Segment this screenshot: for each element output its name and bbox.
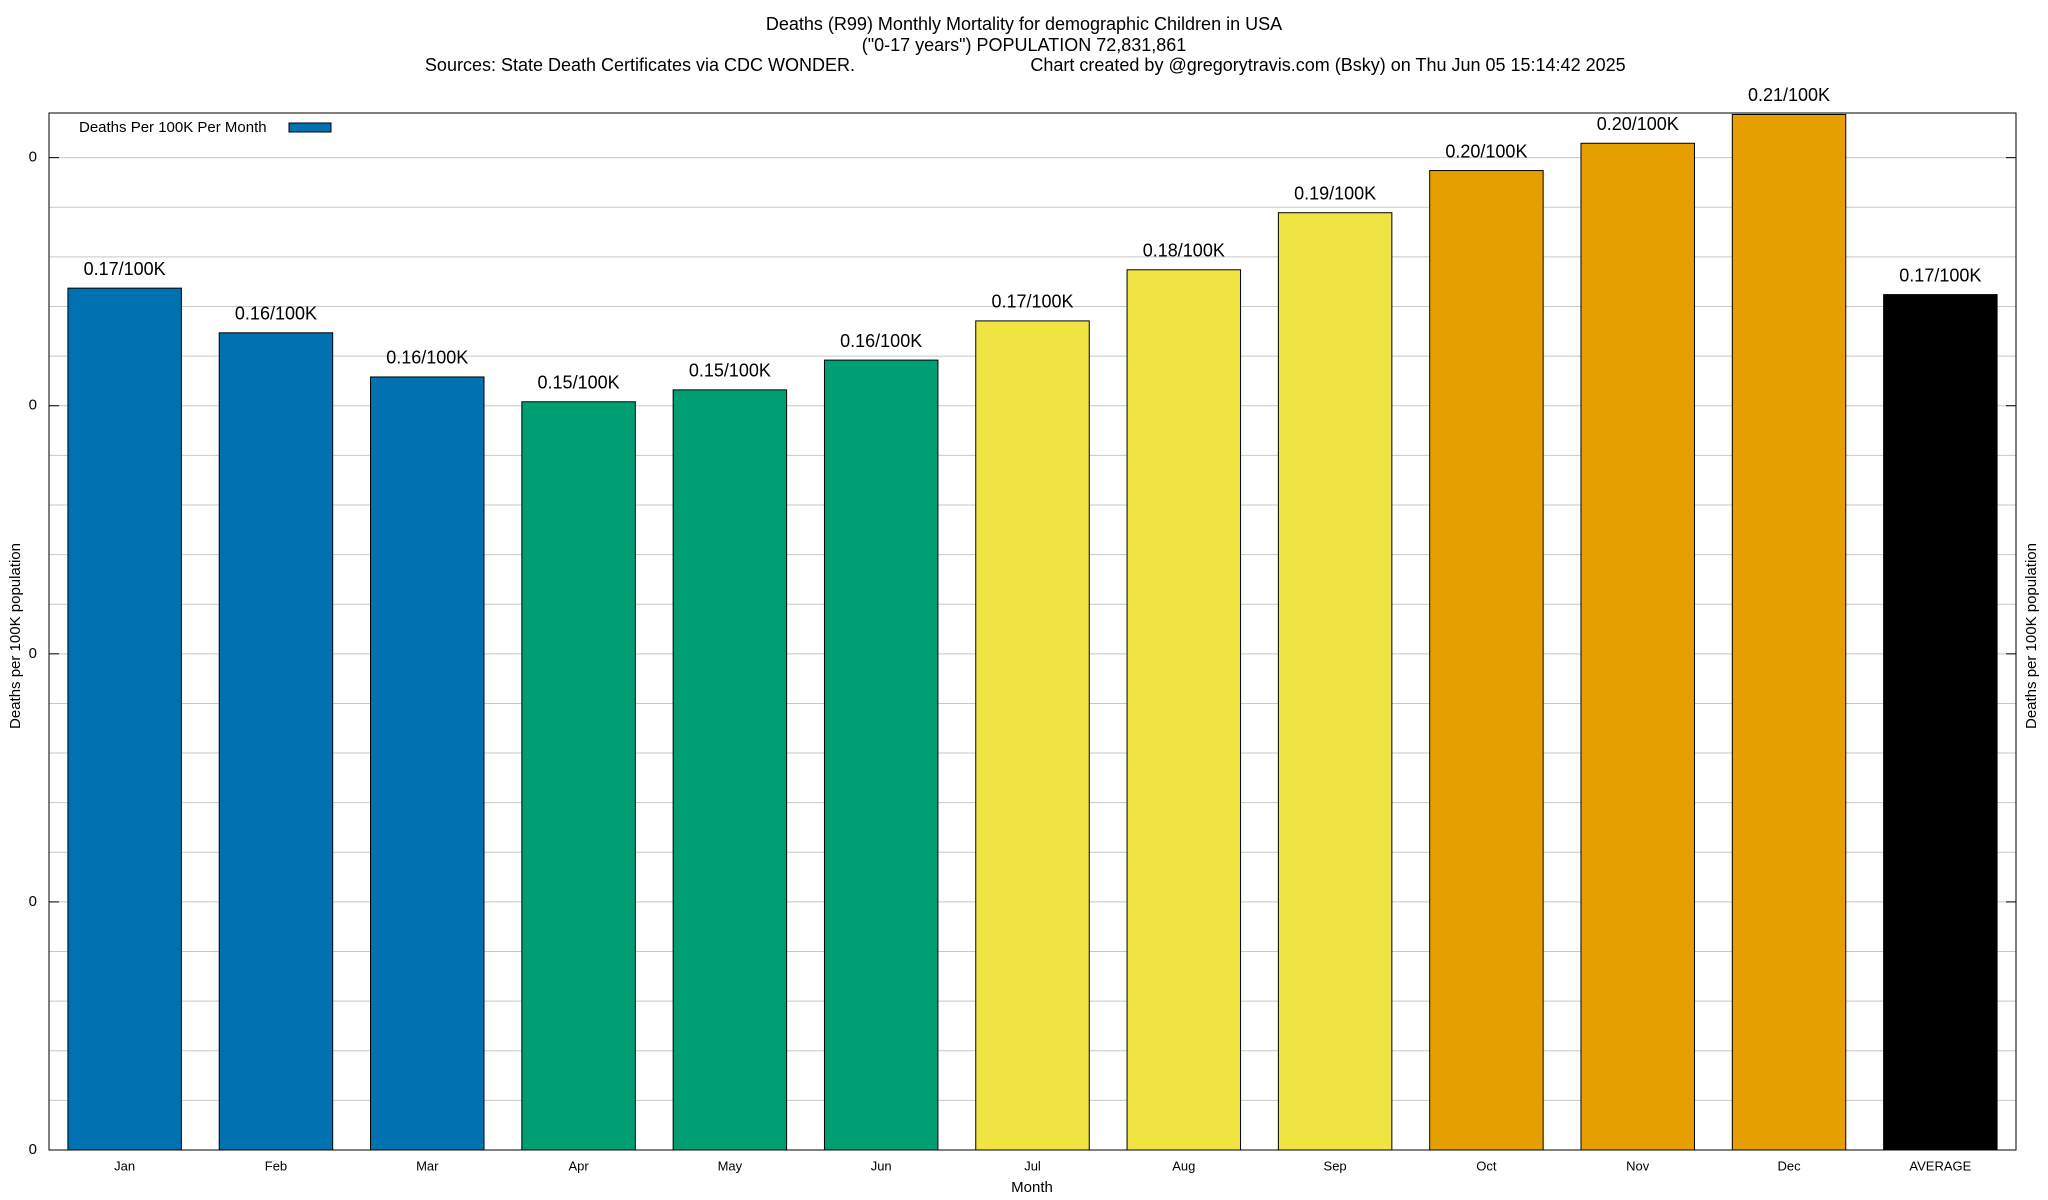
value-label: 0.17/100K [84, 259, 166, 279]
x-tick-label: Feb [265, 1158, 287, 1173]
x-tick-label: Sep [1324, 1158, 1347, 1173]
legend-swatch [288, 122, 332, 133]
value-label: 0.21/100K [1748, 85, 1830, 105]
chart-title: Deaths (R99) Monthly Mortality for demog… [766, 14, 1282, 34]
credit: Chart created by @gregorytravis.com (Bsk… [1030, 55, 1625, 75]
x-tick-label: Aug [1172, 1158, 1195, 1173]
x-tick-label: Jun [871, 1158, 892, 1173]
value-label: 0.17/100K [991, 292, 1073, 312]
bar [1277, 212, 1393, 1151]
value-label: 0.16/100K [386, 348, 468, 368]
bar [672, 389, 788, 1151]
bar [1580, 142, 1695, 1151]
chart-subtitle: ("0-17 years") POPULATION 72,831,861 [862, 35, 1187, 55]
bar [1883, 294, 1998, 1151]
x-tick-label: AVERAGE [1909, 1158, 1971, 1173]
value-label: 0.19/100K [1294, 183, 1376, 203]
x-tick-label: Jul [1024, 1158, 1041, 1173]
y-tick-label: 0 [29, 893, 37, 910]
value-label: 0.20/100K [1445, 141, 1527, 161]
x-tick-label: Nov [1626, 1158, 1650, 1173]
x-tick-label: Mar [416, 1158, 439, 1173]
x-tick-label: May [718, 1158, 743, 1173]
x-axis-label: Month [1011, 1179, 1053, 1196]
x-tick-label: Jan [114, 1158, 135, 1173]
bar [370, 376, 485, 1151]
value-label: 0.17/100K [1899, 265, 1981, 285]
source: Sources: State Death Certificates via CD… [425, 55, 855, 75]
bar [67, 287, 182, 1151]
legend-label: Deaths Per 100K Per Month [79, 119, 267, 136]
plot-frame [48, 112, 2017, 1151]
y2-axis-label: Deaths per 100K population [2023, 543, 2040, 729]
bar [218, 332, 334, 1151]
x-tick-label: Oct [1476, 1158, 1497, 1173]
x-tick-label: Apr [568, 1158, 589, 1173]
value-label: 0.15/100K [538, 373, 620, 393]
y-tick-label: 0 [29, 1141, 37, 1158]
bar [1126, 269, 1242, 1151]
bar [975, 320, 1090, 1151]
y-tick-label: 0 [29, 397, 37, 414]
value-label: 0.20/100K [1597, 114, 1679, 134]
value-label: 0.16/100K [235, 304, 317, 324]
y-tick-label: 0 [29, 645, 37, 662]
bar [521, 401, 636, 1151]
y-axis-label: Deaths per 100K population [7, 543, 24, 729]
y-tick-label: 0 [29, 149, 37, 166]
bar [823, 359, 939, 1151]
value-label: 0.16/100K [840, 331, 922, 351]
x-tick-label: Dec [1777, 1158, 1801, 1173]
value-label: 0.18/100K [1143, 241, 1225, 261]
bar [1429, 170, 1544, 1151]
value-label: 0.15/100K [689, 361, 771, 381]
bar [1731, 113, 1847, 1151]
